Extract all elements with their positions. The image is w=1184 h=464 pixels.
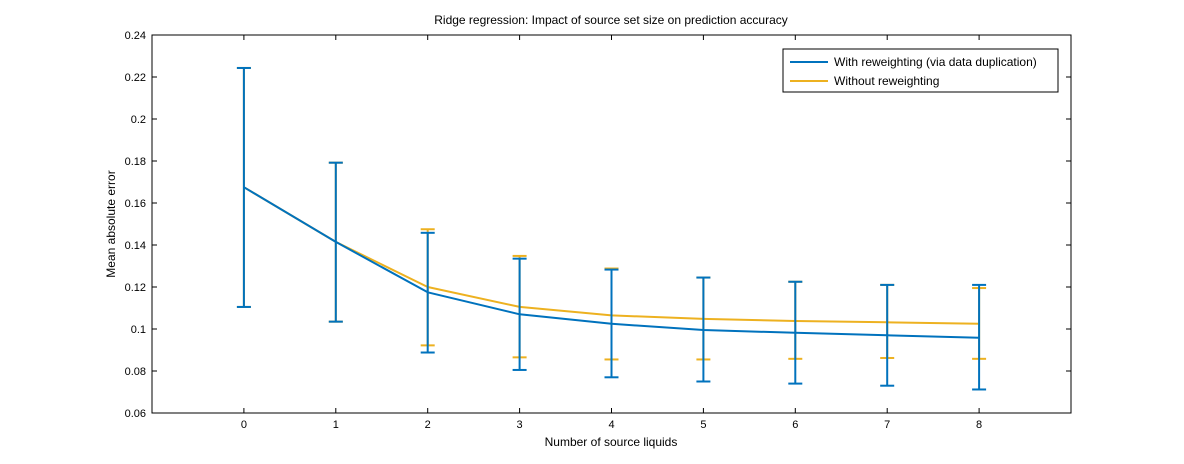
axes-ticks: 0 1 2 3 4 5 6 7 8 0.06 0.08 0.1 0.12 0.14 0.16 0.18 0.2 0… <box>125 30 1071 431</box>
y-tick-label: 0.24 <box>125 30 146 42</box>
x-tick-label: 3 <box>517 419 523 431</box>
x-tick-label: 4 <box>608 419 614 431</box>
y-tick-label: 0.06 <box>125 408 146 420</box>
legend-box <box>782 48 1059 93</box>
y-tick-label: 0.14 <box>125 240 146 252</box>
y-tick-label: 0.18 <box>125 156 146 168</box>
y-tick-label: 0.2 <box>131 114 146 126</box>
plot-area <box>236 66 987 391</box>
chart-title: Ridge regression: Impact of source set s… <box>434 13 788 27</box>
y-tick-label: 0.16 <box>125 198 146 210</box>
x-tick-label: 7 <box>884 419 890 431</box>
y-axis-label: Mean absolute error <box>104 170 118 277</box>
x-tick-label: 8 <box>976 419 982 431</box>
legend-label-series-1: With reweighting (via data duplication) <box>834 55 1037 69</box>
x-tick-label: 0 <box>241 419 247 431</box>
y-tick-label: 0.08 <box>125 366 146 378</box>
x-tick-label: 2 <box>425 419 431 431</box>
x-axis-label: Number of source liquids <box>545 435 678 449</box>
x-tick-label: 6 <box>792 419 798 431</box>
x-tick-label: 1 <box>333 419 339 431</box>
x-tick-label: 5 <box>700 419 706 431</box>
y-tick-label: 0.22 <box>125 72 146 84</box>
legend-label-series-2: Without reweighting <box>834 74 939 88</box>
legend: With reweighting (via data duplication) … <box>782 48 1059 93</box>
y-tick-label: 0.1 <box>131 324 146 336</box>
series-1 <box>236 66 987 391</box>
y-tick-label: 0.12 <box>125 282 146 294</box>
